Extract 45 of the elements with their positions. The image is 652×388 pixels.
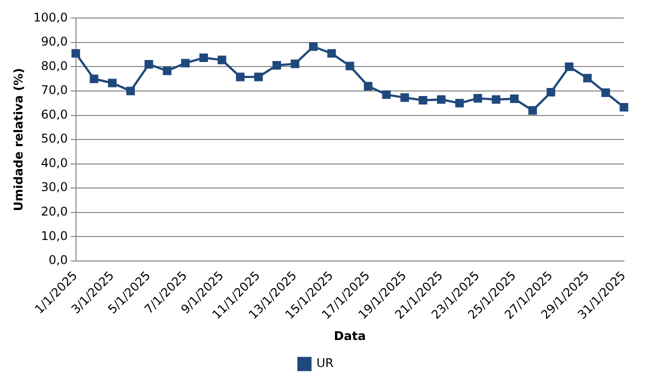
- point: [601, 88, 610, 97]
- point: [327, 49, 336, 58]
- point: [474, 94, 482, 103]
- point: [620, 102, 628, 112]
- y-axis-title: Umidade relativa (%): [11, 68, 26, 212]
- y-tick-label: 60,0: [41, 107, 68, 122]
- point: [583, 74, 592, 82]
- y-tick-label: 40,0: [41, 156, 68, 170]
- point: [455, 98, 464, 108]
- point: [290, 60, 300, 68]
- y-tick-label: 30,0: [41, 180, 68, 194]
- point: [436, 95, 446, 104]
- point: [492, 95, 500, 104]
- y-tick-label: 50,0: [41, 132, 68, 146]
- point: [510, 94, 519, 104]
- legend-label: UR: [316, 356, 334, 370]
- point: [254, 72, 263, 82]
- point: [546, 88, 556, 97]
- x-axis-title: Data: [334, 328, 366, 343]
- y-tick-label: 70,0: [41, 83, 68, 98]
- y-tick-label: 10,0: [41, 228, 68, 243]
- point: [144, 60, 154, 69]
- point: [126, 86, 135, 96]
- point: [346, 62, 354, 70]
- point: [199, 53, 208, 62]
- y-tick-label: 100,0: [33, 10, 68, 24]
- y-tick-label: 0,0: [48, 253, 68, 268]
- y-tick-label: 80,0: [41, 58, 68, 73]
- point: [364, 82, 372, 90]
- y-tick-label: 20,0: [41, 204, 68, 218]
- point: [108, 78, 117, 88]
- point: [90, 74, 98, 84]
- point: [181, 58, 190, 68]
- point: [236, 72, 245, 82]
- point: [564, 62, 574, 72]
- point: [418, 96, 428, 105]
- point: [162, 66, 172, 76]
- point: [309, 42, 318, 51]
- point: [382, 90, 391, 99]
- y-tick-label: 90,0: [41, 34, 68, 49]
- point: [400, 93, 409, 102]
- point: [218, 56, 226, 64]
- point: [272, 61, 282, 70]
- point: [71, 49, 80, 58]
- point: [528, 106, 537, 115]
